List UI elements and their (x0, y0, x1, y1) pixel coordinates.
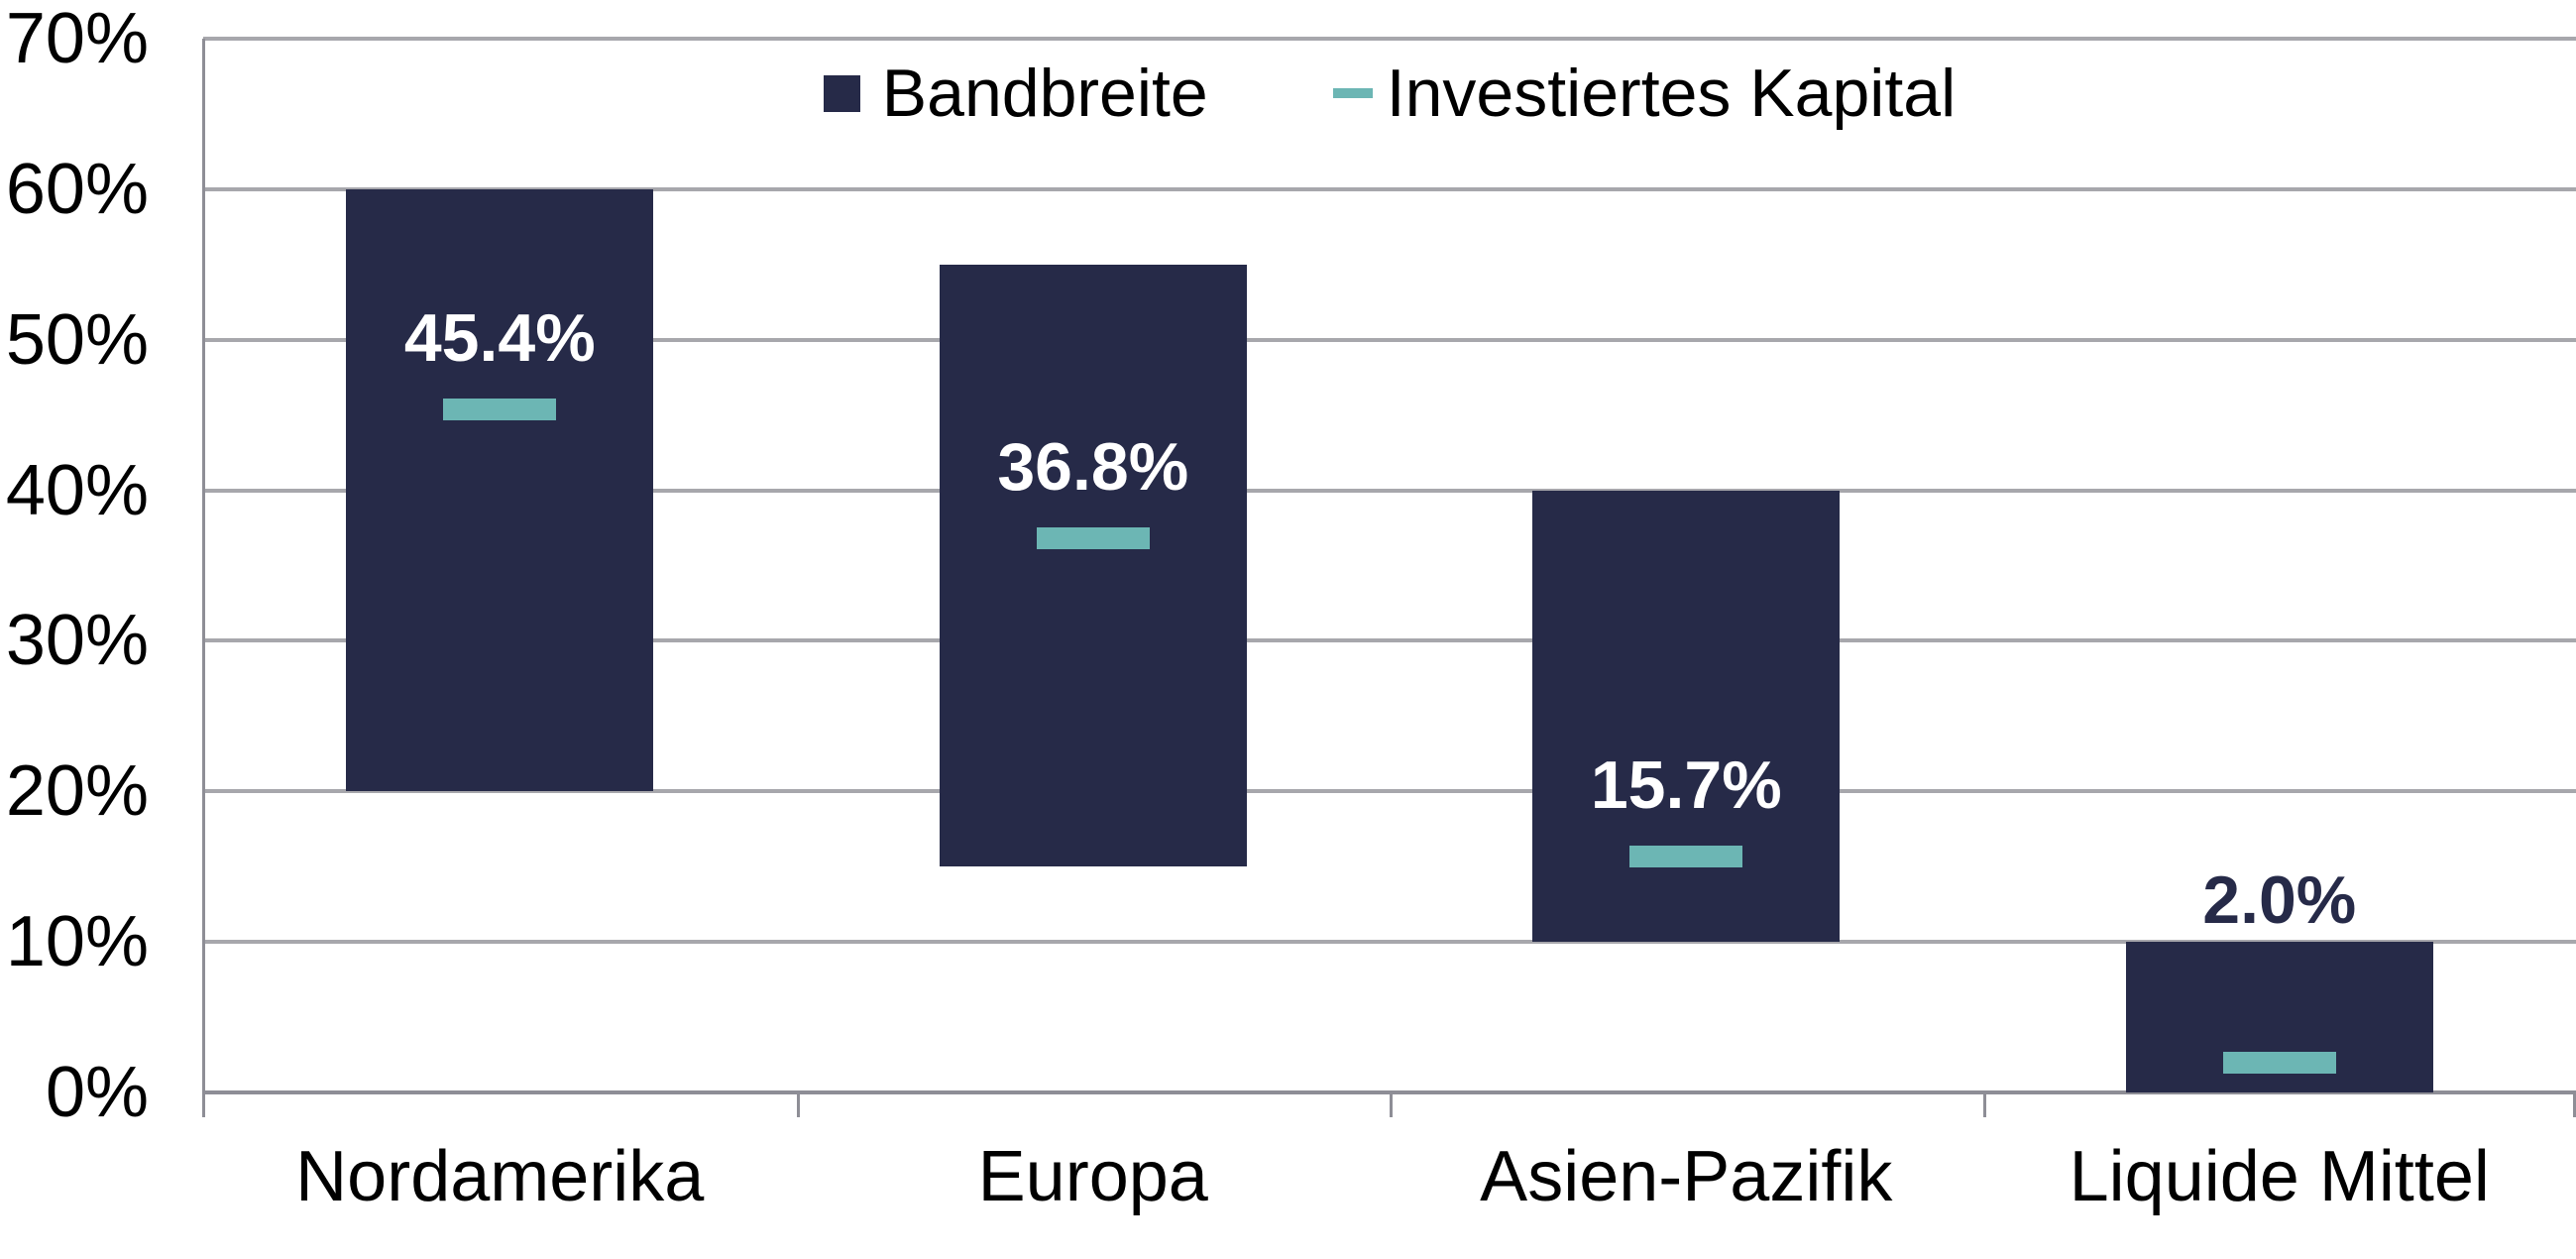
legend-label-investiertes-kapital: Investiertes Kapital (1386, 56, 1957, 131)
invested-capital-marker (1036, 527, 1150, 550)
invested-capital-marker (443, 398, 557, 420)
value-label: 15.7% (1590, 746, 1782, 823)
grid-line (203, 186, 2576, 191)
legend-label-bandbreite: Bandbreite (881, 56, 1208, 131)
x-axis-label: Nordamerika (295, 1137, 705, 1216)
y-tick-label: 10% (5, 902, 149, 982)
value-label: 36.8% (997, 429, 1189, 506)
y-tick-label: 60% (5, 149, 149, 229)
x-axis-label: Asien-Pazifik (1480, 1137, 1893, 1216)
bandbreite-square-icon (823, 74, 860, 112)
y-tick-label: 0% (45, 1053, 149, 1132)
chart-legend: Bandbreite Investiertes Kapital (203, 52, 2576, 135)
y-tick-label: 30% (5, 601, 149, 681)
category-tick-mark (796, 1092, 800, 1117)
range-bar-europa (939, 264, 1247, 867)
value-label: 2.0% (2202, 862, 2357, 939)
category-tick-mark (1982, 1092, 1986, 1117)
invested-capital-marker (2222, 1051, 2336, 1074)
investiertes-kapital-dash-icon (1332, 88, 1373, 98)
legend-item-investiertes-kapital: Investiertes Kapital (1332, 55, 1957, 132)
y-tick-label: 70% (5, 0, 149, 78)
value-label: 45.4% (403, 299, 596, 376)
legend-item-bandbreite: Bandbreite (823, 55, 1208, 132)
y-axis-line (202, 39, 205, 1117)
x-axis-label: Europa (977, 1137, 1208, 1216)
grid-line (203, 488, 2576, 493)
y-tick-label: 40% (5, 450, 149, 530)
category-tick-mark (1390, 1092, 1393, 1117)
grid-line (203, 789, 2576, 794)
y-tick-label: 20% (5, 751, 149, 832)
range-bar-asien-pazifik (1532, 490, 1841, 943)
invested-capital-marker (1629, 845, 1743, 867)
grid-line (203, 337, 2576, 342)
category-tick-mark (2573, 1092, 2576, 1117)
y-tick-label: 50% (5, 299, 149, 380)
x-axis-label: Liquide Mittel (2069, 1137, 2490, 1216)
grid-line (203, 940, 2576, 945)
range-bar-nordamerika (346, 188, 654, 792)
grid-line (203, 37, 2576, 41)
grid-line (203, 638, 2576, 643)
